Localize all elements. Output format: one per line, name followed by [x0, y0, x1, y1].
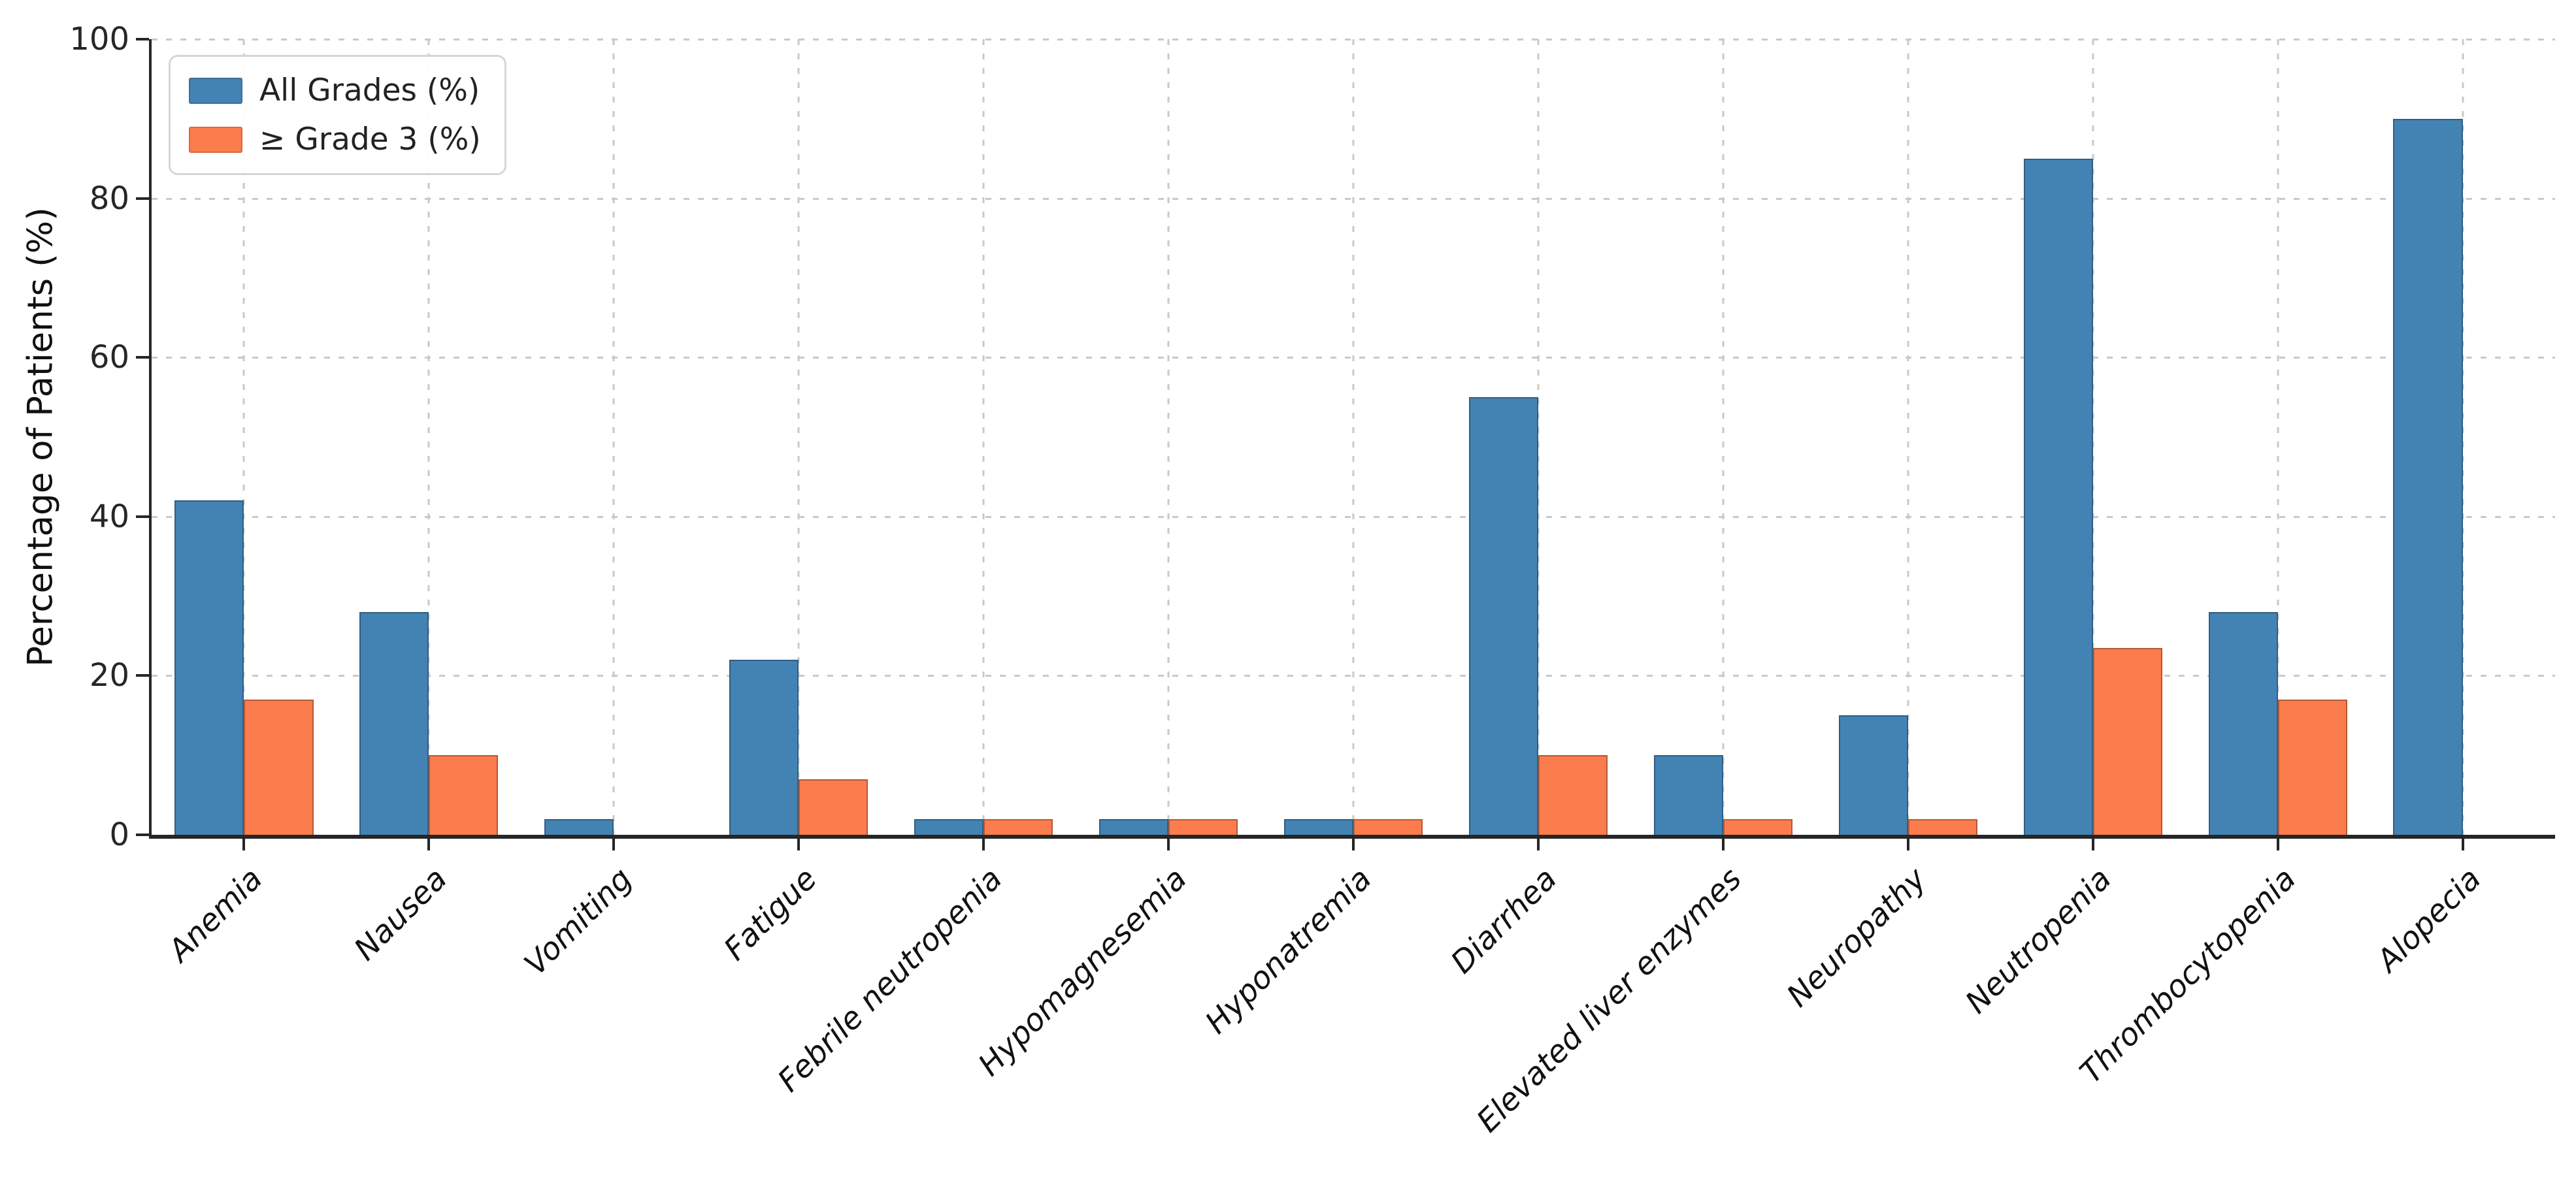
x-tick-mark — [1721, 839, 1725, 850]
x-tick-mark — [2091, 839, 2094, 850]
legend-label: ≥ Grade 3 (%) — [259, 121, 481, 157]
category-slot-anemia: Anemia — [152, 39, 337, 969]
bar-all-grades-vomiting — [544, 818, 614, 835]
category-slot-diarrhea: Diarrhea — [1444, 39, 1630, 980]
y-tick-mark-100 — [136, 38, 149, 40]
category-slot-thrombocytopenia: Thrombocytopenia — [2073, 39, 2370, 1091]
bar-grade3plus-diarrhea — [1538, 755, 1608, 835]
bar-all-grades-nausea — [359, 611, 429, 835]
category-slot-neutropenia: Neutropenia — [1958, 39, 2185, 1021]
x-tick-label: Diarrhea — [1444, 861, 1564, 981]
x-tick-mark — [612, 839, 616, 850]
y-tick-mark-80 — [136, 197, 149, 200]
bar-all-grades-alopecia — [2393, 118, 2463, 835]
bar-all-grades-elevated-liver-enzymes — [1653, 755, 1723, 835]
bar-all-grades-hyponatremia — [1283, 818, 1353, 835]
x-tick-label: Anemia — [161, 861, 270, 969]
x-tick-mark — [1351, 839, 1355, 850]
plot-area: Percentage of Patients (%) All Grades (%… — [21, 21, 2555, 1139]
bar-all-grades-neutropenia — [2023, 158, 2093, 835]
bar-grade3plus-fatigue — [799, 779, 868, 835]
x-tick-mark — [982, 839, 985, 850]
bar-grade3plus-nausea — [429, 755, 499, 835]
legend-label: All Grades (%) — [259, 73, 480, 108]
vertical-gridline — [1352, 39, 1355, 835]
y-tick-mark-0 — [136, 833, 149, 836]
legend-item-1: ≥ Grade 3 (%) — [189, 121, 481, 157]
bar-all-grades-fatigue — [729, 660, 799, 835]
category-slot-fatigue: Fatigue — [706, 39, 891, 967]
legend: All Grades (%) ≥ Grade 3 (%) — [169, 55, 506, 175]
y-tick-label-100: 100 — [69, 21, 129, 57]
vertical-gridline — [242, 39, 245, 835]
bar-grade3plus-elevated-liver-enzymes — [1723, 818, 1792, 835]
bar-grade3plus-anemia — [244, 699, 314, 835]
bar-grade3plus-neutropenia — [2092, 647, 2162, 835]
x-tick-mark — [2461, 839, 2464, 850]
vertical-gridline — [797, 39, 800, 835]
x-tick-label: Hypomagnesemia — [971, 861, 1194, 1084]
x-tick-mark — [1167, 839, 1170, 850]
bar-grade3plus-febrile-neutropenia — [983, 818, 1053, 835]
x-tick-label: Alopecia — [2370, 861, 2488, 979]
vertical-gridline — [1722, 39, 1725, 835]
x-tick-mark — [427, 839, 431, 850]
bar-grade3plus-neuropathy — [1907, 818, 1977, 835]
category-slot-vomiting: Vomiting — [518, 39, 706, 982]
y-tick-label-40: 40 — [89, 498, 129, 535]
legend-swatch-icon — [189, 77, 242, 104]
x-tick-label: Fatigue — [717, 861, 825, 968]
bar-grade3plus-hyponatremia — [1353, 818, 1423, 835]
legend-swatch-icon — [189, 126, 242, 153]
vertical-gridline — [1907, 39, 1909, 835]
vertical-gridline — [2277, 39, 2279, 835]
bar-all-grades-hypomagnesemia — [1098, 818, 1169, 835]
x-tick-label: Neutropenia — [1958, 861, 2119, 1021]
category-slot-hypomagnesemia: Hypomagnesemia — [972, 39, 1261, 1083]
category-slot-febrile-neutropenia: Febrile neutropenia — [771, 39, 1076, 1099]
x-tick-mark — [242, 839, 246, 850]
y-tick-mark-40 — [136, 515, 149, 518]
vertical-gridline — [612, 39, 615, 835]
bar-grade3plus-hypomagnesemia — [1168, 818, 1238, 835]
y-axis-title: Percentage of Patients (%) — [20, 207, 61, 667]
vertical-gridline — [982, 39, 985, 835]
vertical-gridline — [427, 39, 430, 835]
y-tick-mark-20 — [136, 674, 149, 677]
y-tick-label-60: 60 — [89, 339, 129, 376]
x-tick-mark — [2276, 839, 2279, 850]
bar-all-grades-anemia — [174, 500, 244, 835]
x-tick-label: Neuropathy — [1780, 861, 1934, 1014]
x-tick-mark — [797, 839, 801, 850]
bar-grade3plus-thrombocytopenia — [2277, 699, 2347, 835]
category-slot-hyponatremia: Hyponatremia — [1198, 39, 1446, 1041]
x-tick-label: Nausea — [347, 861, 455, 968]
x-tick-mark — [1906, 839, 1909, 850]
x-tick-mark — [1536, 839, 1540, 850]
bar-all-grades-diarrhea — [1468, 397, 1538, 835]
category-slot-nausea: Nausea — [337, 39, 521, 967]
y-tick-mark-60 — [136, 356, 149, 359]
category-slot-alopecia: Alopecia — [2370, 39, 2555, 979]
x-tick-label: Hyponatremia — [1198, 861, 1379, 1041]
category-slot-neuropathy: Neuropathy — [1780, 39, 2000, 1014]
x-tick-label: Vomiting — [518, 861, 640, 983]
bar-all-grades-febrile-neutropenia — [914, 818, 984, 835]
bar-all-grades-neuropathy — [1838, 715, 1908, 835]
y-tick-label-80: 80 — [89, 180, 129, 217]
category-slot-elevated-liver-enzymes: Elevated liver enzymes — [1470, 39, 1815, 1139]
y-tick-label-0: 0 — [109, 817, 129, 853]
bar-all-grades-thrombocytopenia — [2208, 611, 2278, 835]
y-tick-label-20: 20 — [89, 657, 129, 694]
legend-item-0: All Grades (%) — [189, 73, 481, 108]
vertical-gridline — [1167, 39, 1170, 835]
